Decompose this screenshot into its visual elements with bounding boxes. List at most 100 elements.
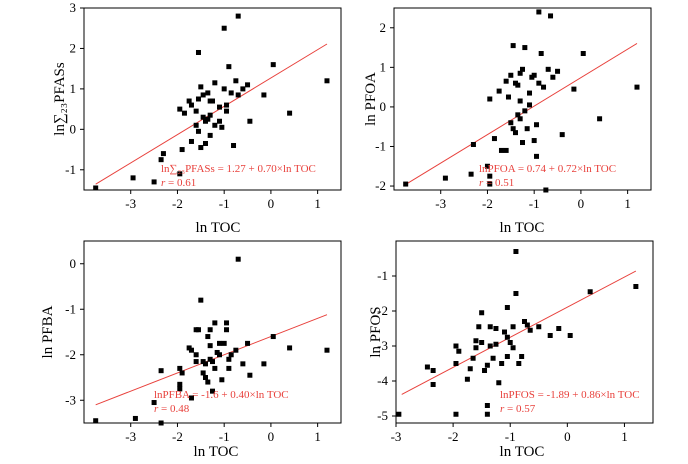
data-point (556, 326, 562, 331)
data-point (524, 322, 530, 328)
data-point (504, 354, 510, 359)
data-point (193, 122, 199, 128)
data-point (287, 110, 293, 116)
data-point (198, 145, 204, 151)
y-tick-label: -4 (377, 373, 388, 388)
data-point (207, 132, 213, 138)
data-point (224, 108, 230, 114)
data-point (522, 45, 528, 51)
annotation: ln∑₂₃PFASs = 1.27 + 0.70×ln TOC (161, 163, 316, 175)
data-point (467, 366, 473, 372)
data-point (240, 86, 246, 92)
data-point (567, 333, 573, 338)
data-point (508, 72, 514, 78)
data-point (231, 143, 237, 149)
y-tick-label: -2 (65, 347, 76, 362)
data-point (202, 140, 208, 146)
data-point (188, 395, 194, 401)
data-point (493, 326, 499, 331)
panel-sum: -3 -2 -1 0 1 -1 0 1 2 3 ln∑₂₃PFASs = 1.27 + 0.70… (52, 0, 342, 236)
y-tick-label: 3 (70, 0, 77, 15)
data-point (221, 86, 227, 92)
data-point (200, 92, 206, 98)
annotation: lnPFOS = -1.89 + 0.86×ln TOC (500, 389, 640, 401)
data-point (160, 151, 166, 157)
data-point (503, 147, 509, 153)
data-point (517, 98, 523, 104)
data-point (522, 108, 528, 114)
data-point (498, 147, 504, 153)
data-point (198, 84, 204, 90)
r-annotation: r = 0.51 (479, 177, 514, 189)
data-point (130, 175, 136, 181)
r-symbol: r (161, 177, 166, 189)
data-point (270, 334, 276, 340)
data-point (520, 66, 525, 72)
yticks-layer: -1 0 1 2 3 (65, 0, 84, 177)
data-point (179, 370, 185, 376)
x-tick-label: 0 (578, 196, 585, 211)
plot-frame (83, 7, 342, 191)
data-point (507, 340, 513, 345)
data-point (479, 340, 485, 345)
x-tick-label: 1 (621, 429, 628, 444)
data-point (158, 420, 164, 426)
data-point (505, 94, 511, 100)
data-point (207, 98, 213, 104)
x-tick-label: -3 (125, 196, 136, 211)
y-tick-label: 0 (380, 99, 387, 114)
x-tick-label: -1 (529, 196, 540, 211)
data-point (484, 362, 490, 368)
points-layer (93, 256, 330, 426)
data-point (212, 365, 218, 371)
data-point (536, 324, 542, 330)
data-point (228, 90, 234, 96)
data-point (464, 376, 470, 382)
data-point (198, 297, 204, 303)
data-point (188, 347, 194, 353)
data-point (531, 72, 537, 78)
data-point (508, 120, 514, 126)
data-point (179, 147, 185, 153)
y-tick-label: -5 (377, 408, 388, 423)
data-point (502, 329, 508, 335)
data-point (559, 132, 565, 138)
data-point (177, 171, 183, 177)
r-symbol: r (500, 403, 505, 415)
data-point (527, 102, 533, 108)
data-point (580, 51, 586, 56)
data-point (270, 62, 276, 68)
data-point (493, 341, 499, 347)
data-point (510, 345, 516, 351)
data-point (496, 88, 502, 94)
data-point (132, 415, 138, 421)
data-point (207, 343, 213, 349)
data-point (224, 327, 230, 333)
xticks-layer: -3 -2 -1 0 1 (125, 423, 321, 444)
x-tick-label: 1 (624, 196, 631, 211)
x-axis-label: ln TOC (500, 220, 545, 236)
data-point (597, 116, 603, 122)
data-point (484, 403, 490, 408)
data-point (233, 78, 239, 84)
data-point (473, 345, 479, 351)
data-point (205, 379, 211, 385)
x-tick-label: 0 (268, 196, 275, 211)
y-axis-label: ln∑₂₃PFASs (52, 62, 68, 136)
x-tick-label: -2 (172, 429, 183, 444)
data-point (202, 361, 208, 367)
data-point (247, 372, 253, 378)
data-point (442, 175, 448, 181)
data-point (224, 102, 230, 108)
data-point (233, 347, 239, 353)
r-value: = 0.48 (158, 403, 189, 415)
data-point (217, 104, 223, 110)
data-point (487, 173, 493, 179)
x-tick-label: 1 (314, 196, 321, 211)
data-point (221, 340, 227, 346)
data-point (151, 400, 157, 406)
data-point (453, 411, 459, 417)
data-point (158, 157, 164, 163)
r-symbol: r (154, 403, 159, 415)
data-point (543, 187, 549, 193)
